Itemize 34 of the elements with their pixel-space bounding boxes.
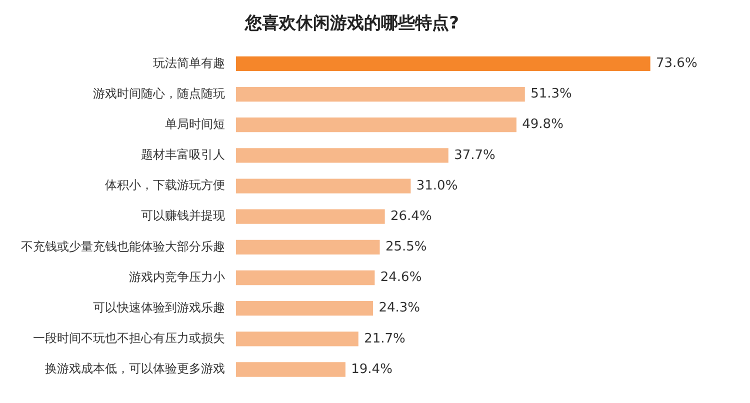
data-label: 31.0% [416, 178, 458, 194]
y-tick-label: 可以赚钱并提现 [141, 208, 225, 223]
y-tick-label: 游戏内竞争压力小 [129, 270, 225, 284]
data-label: 24.6% [380, 270, 422, 286]
bar [236, 209, 385, 224]
data-label: 21.7% [364, 331, 406, 346]
y-tick-label: 玩法简单有趣 [153, 56, 225, 70]
bar [236, 118, 516, 132]
data-label: 37.7% [454, 148, 496, 163]
bar [236, 301, 374, 316]
bar [236, 178, 411, 194]
y-tick-label: 游戏时间随心，随点随玩 [93, 86, 225, 100]
data-label: 24.3% [378, 300, 420, 316]
bar [236, 332, 358, 346]
bar [236, 240, 380, 255]
data-label: 26.4% [390, 208, 432, 224]
bar [236, 86, 525, 102]
data-label: 73.6% [656, 56, 698, 72]
bar [236, 148, 448, 163]
bar [236, 270, 375, 286]
bar [236, 56, 650, 72]
y-tick-label: 换游戏成本低，可以体验更多游戏 [45, 362, 225, 376]
bar [236, 362, 346, 377]
y-tick-label: 可以快速体验到游戏乐趣 [93, 300, 225, 314]
y-tick-label: 单局时间短 [165, 116, 225, 131]
data-label: 19.4% [351, 362, 392, 377]
data-label: 51.3% [530, 86, 572, 102]
data-label: 49.8% [522, 117, 564, 132]
y-tick-label: 一段时间不玩也不担心有压力或损失 [33, 331, 225, 346]
y-tick-label: 不充钱或少量充钱也能体验大部分乐趣 [21, 239, 225, 254]
y-tick-label: 体积小，下载游玩方便 [105, 178, 225, 192]
data-label: 25.5% [385, 240, 427, 255]
y-tick-label: 题材丰富吸引人 [141, 148, 225, 162]
chart-title: 您喜欢休闲游戏的哪些特点? [244, 14, 459, 34]
